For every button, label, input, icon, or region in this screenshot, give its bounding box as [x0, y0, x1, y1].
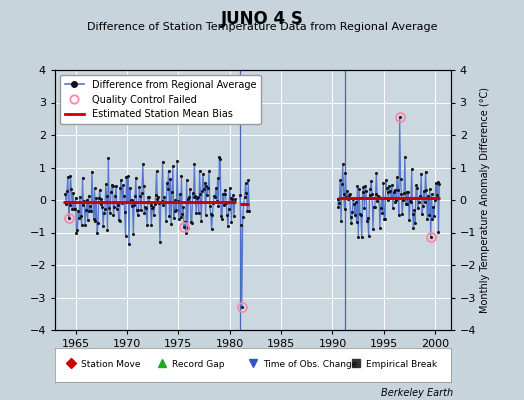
Y-axis label: Monthly Temperature Anomaly Difference (°C): Monthly Temperature Anomaly Difference (… [481, 87, 490, 313]
Text: Station Move: Station Move [81, 360, 140, 369]
Legend: Difference from Regional Average, Quality Control Failed, Estimated Station Mean: Difference from Regional Average, Qualit… [60, 75, 261, 124]
Text: Empirical Break: Empirical Break [366, 360, 436, 369]
Text: Time of Obs. Change: Time of Obs. Change [263, 360, 357, 369]
Text: JUNO 4 S: JUNO 4 S [221, 10, 303, 28]
Text: Record Gap: Record Gap [172, 360, 224, 369]
Text: Difference of Station Temperature Data from Regional Average: Difference of Station Temperature Data f… [87, 22, 437, 32]
Text: Berkeley Earth: Berkeley Earth [381, 388, 453, 398]
